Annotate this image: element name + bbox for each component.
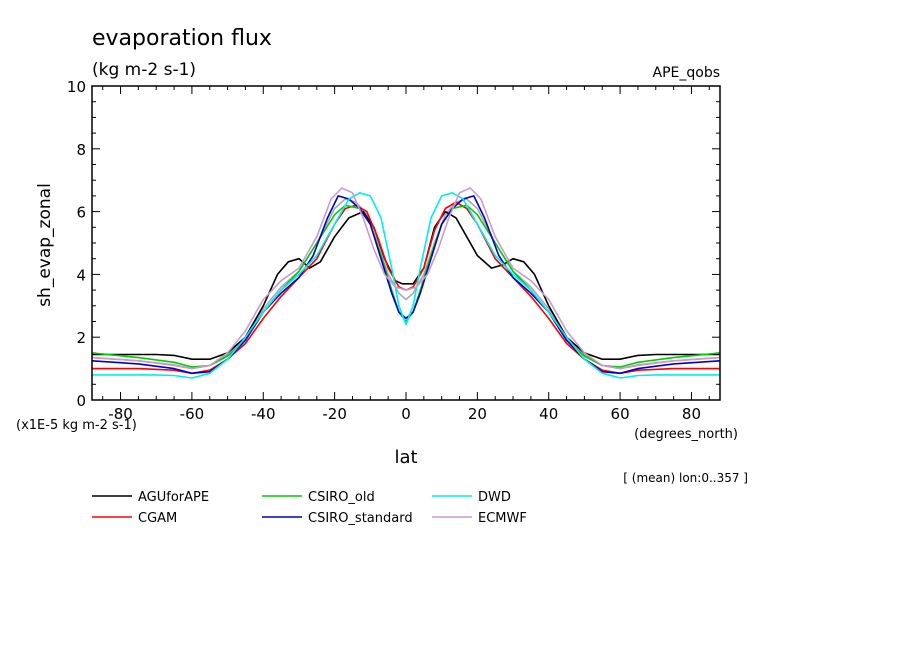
x-tick-label: 20 (468, 405, 487, 423)
series-line-ecmwf (91, 187, 721, 370)
scale-note: (x1E-5 kg m-2 s-1) (16, 418, 137, 433)
x-tick-label: -60 (180, 405, 205, 423)
x-tick-label: -20 (322, 405, 347, 423)
legend-item: CSIRO_standard (262, 511, 413, 526)
series-line-csiro-old (91, 204, 721, 368)
subset-note: [ (mean) lon:0..357 ] (623, 471, 748, 485)
y-tick-label: 4 (76, 266, 86, 284)
legend-label: ECMWF (478, 511, 527, 526)
y-tick-label: 8 (76, 141, 86, 159)
legend-item: DWD (432, 490, 511, 505)
chart-units: (kg m-2 s-1) (92, 60, 196, 80)
x-tick-labels: -80 -60 -40 -20 0 20 40 60 80 (108, 405, 701, 423)
axis-ticks (92, 85, 720, 401)
x-tick-label: 40 (539, 405, 558, 423)
plot-frame (91, 85, 721, 401)
y-tick-labels: 0 2 4 6 8 10 (67, 78, 86, 410)
series-line-dwd (92, 192, 720, 379)
y-tick-label: 2 (76, 329, 86, 347)
x-tick-label: 80 (682, 405, 701, 423)
y-tick-label: 0 (76, 392, 86, 410)
legend-label: CSIRO_standard (308, 511, 413, 526)
x-units-note: (degrees_north) (634, 427, 738, 442)
x-tick-label: -80 (108, 405, 133, 423)
legend-item: ECMWF (432, 511, 527, 526)
y-tick-label: 6 (76, 204, 86, 222)
series-line-csiro-standard (91, 195, 721, 375)
legend-item: AGUforAPE (92, 490, 209, 505)
x-tick-label: -40 (251, 405, 276, 423)
legend-item: CGAM (92, 511, 177, 526)
series-lines (91, 187, 721, 379)
series-line-aguforape (92, 210, 720, 361)
legend-item: CSIRO_old (262, 490, 375, 505)
x-tick-label: 0 (401, 405, 411, 423)
legend-label: AGUforAPE (138, 490, 209, 505)
legend-label: CGAM (138, 511, 177, 526)
legend: AGUforAPE CGAM CSIRO_old CSIRO_standard DWD E… (92, 490, 527, 526)
chart-title: evaporation flux (92, 26, 272, 51)
x-tick-label: 60 (611, 405, 630, 423)
y-axis-label: sh_evap_zonal (35, 183, 55, 307)
experiment-label: APE_qobs (653, 65, 721, 81)
legend-label: DWD (478, 490, 511, 505)
y-tick-label: 10 (67, 78, 86, 96)
legend-label: CSIRO_old (308, 490, 375, 505)
series-line-cgam (92, 201, 720, 375)
x-axis-label: lat (394, 447, 417, 468)
